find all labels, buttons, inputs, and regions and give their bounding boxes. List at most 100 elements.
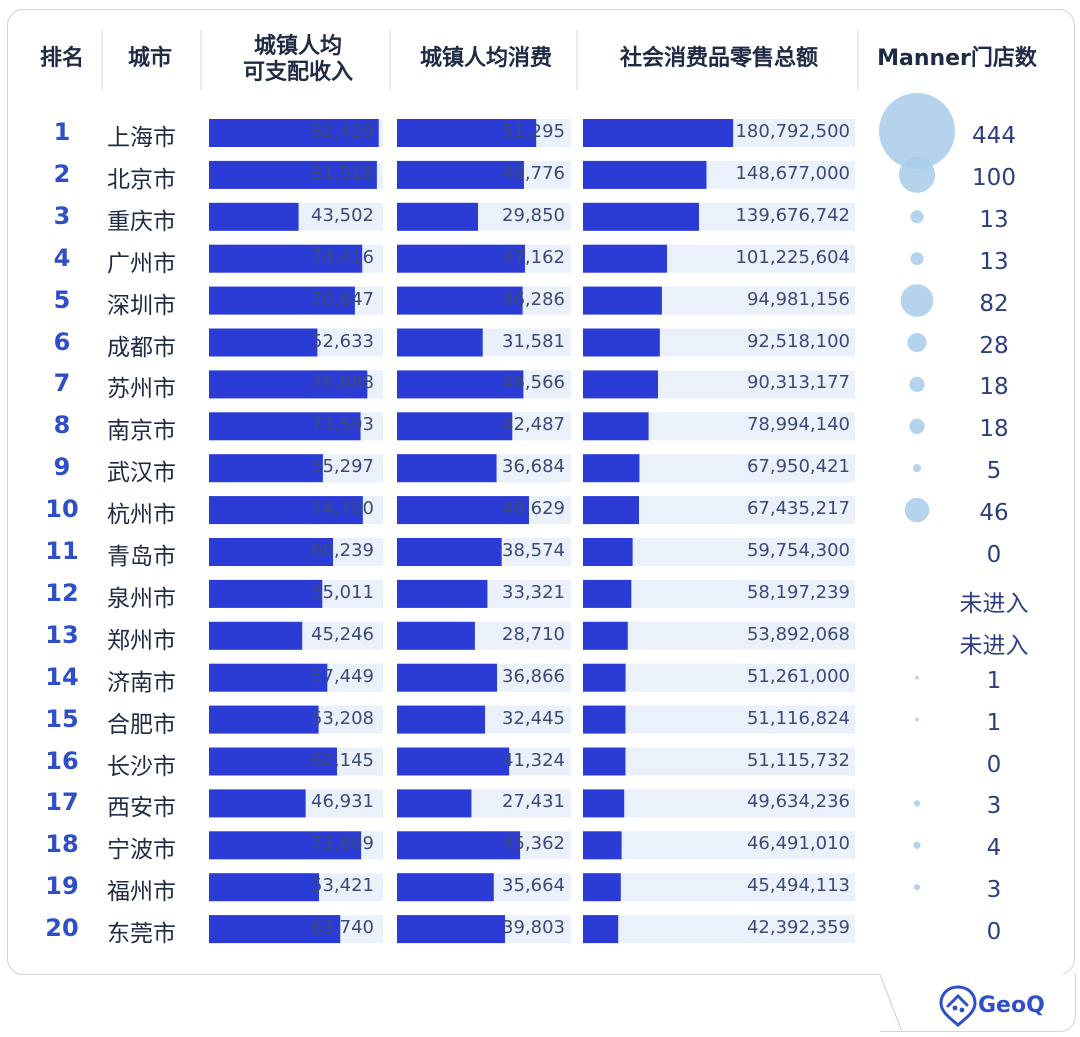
income-value-label: 55,297: [311, 456, 374, 478]
income-bar: [209, 705, 319, 734]
header-income-line2: 可支配收入: [242, 60, 353, 85]
city-label: 泉州市: [107, 585, 176, 612]
retail-value-label: 51,115,732: [746, 749, 850, 771]
income-value-label: 76,888: [311, 372, 374, 394]
retail-bar: [583, 160, 707, 189]
retail-bar: [583, 370, 659, 399]
retail-bar: [583, 328, 660, 357]
store-count-bubble: [909, 376, 925, 393]
city-label: 杭州市: [107, 502, 176, 529]
consumption-bar: [397, 663, 498, 692]
consumption-value-label: 39,803: [502, 917, 565, 939]
retail-track: [583, 621, 855, 650]
header-rank: 排名: [39, 46, 84, 71]
header-separators: [101, 30, 859, 90]
consumption-value-label: 27,431: [502, 791, 565, 813]
income-value-label: 70,847: [311, 288, 374, 310]
store-count-label: 4: [986, 835, 1002, 862]
retail-bar: [583, 119, 734, 147]
consumption-bar: [397, 202, 479, 231]
consumption-value-label: 47,162: [502, 246, 565, 268]
header-city: 城市: [127, 46, 172, 71]
city-label: 东莞市: [107, 921, 176, 948]
rank-label: 3: [53, 201, 71, 230]
consumption-value-label: 46,566: [502, 372, 565, 394]
store-count-bubble: [909, 418, 925, 434]
income-bar: [209, 119, 379, 147]
income-bar: [209, 160, 377, 189]
retail-bar: [583, 412, 649, 441]
income-value-label: 52,633: [311, 330, 374, 352]
store-count-label: 0: [986, 919, 1002, 946]
consumption-bar: [397, 789, 472, 818]
store-count-bubble: [898, 156, 936, 193]
rank-label: 8: [53, 411, 71, 440]
consumption-value-label: 36,684: [502, 456, 565, 478]
city-label: 上海市: [107, 125, 176, 151]
rank-label: 20: [45, 914, 79, 943]
income-value-label: 73,869: [311, 833, 374, 855]
retail-value-label: 45,494,113: [746, 875, 850, 897]
consumption-value-label: 31,581: [502, 330, 565, 352]
consumption-bar: [397, 496, 529, 525]
income-bar: [209, 831, 362, 860]
retail-bar: [583, 538, 633, 566]
store-count-label: 28: [979, 332, 1009, 359]
consumption-bar: [397, 412, 513, 441]
consumption-value-label: 28,710: [502, 623, 565, 645]
brand-name: GeoQ: [978, 993, 1045, 1018]
consumption-value-label: 32,445: [502, 707, 565, 729]
retail-value-label: 51,261,000: [746, 665, 850, 687]
city-label: 郑州市: [107, 627, 176, 654]
retail-value-label: 42,392,359: [746, 917, 850, 939]
retail-bar: [583, 202, 699, 231]
store-count-label: 82: [979, 290, 1009, 317]
rank-label: 13: [45, 620, 79, 649]
header-income-line1: 城镇人均: [253, 34, 342, 59]
city-label: 青岛市: [107, 544, 176, 570]
income-bar: [209, 370, 368, 399]
rank-label: 19: [45, 872, 79, 901]
header-retail: 社会消费品零售总额: [619, 46, 818, 71]
retail-value-label: 49,634,236: [746, 791, 850, 813]
header-stores: Manner门店数: [877, 46, 1037, 71]
city-label: 宁波市: [107, 837, 176, 864]
consumption-value-label: 45,362: [502, 833, 565, 855]
retail-bar: [583, 496, 640, 525]
income-bar: [209, 873, 320, 902]
retail-value-label: 92,518,100: [746, 330, 850, 352]
city-label: 武汉市: [107, 460, 176, 487]
store-count-label: 18: [979, 374, 1009, 401]
income-value-label: 74,700: [311, 498, 374, 520]
retail-value-label: 90,313,177: [746, 372, 850, 394]
store-count-label: 未进入: [959, 632, 1029, 659]
city-label: 南京市: [107, 418, 176, 445]
retail-value-label: 94,981,156: [746, 288, 850, 310]
city-label: 广州市: [107, 250, 176, 277]
store-count-label: 3: [986, 793, 1002, 820]
brand-tab-edge: [880, 974, 903, 1032]
retail-value-label: 51,116,824: [746, 707, 850, 729]
income-bar: [209, 747, 337, 776]
city-label: 北京市: [107, 166, 176, 193]
city-label: 深圳市: [107, 292, 176, 319]
store-count-label: 18: [979, 416, 1009, 443]
retail-value-label: 180,792,500: [735, 121, 850, 142]
consumption-value-label: 33,321: [502, 581, 565, 603]
rank-label: 12: [45, 578, 79, 607]
consumption-value-label: 38,574: [502, 540, 565, 561]
income-bar: [209, 789, 306, 818]
consumption-bar: [397, 454, 497, 483]
consumption-value-label: 41,324: [502, 749, 565, 771]
retail-value-label: 101,225,604: [735, 246, 850, 268]
retail-bar: [583, 915, 619, 944]
rank-label: 1: [53, 118, 71, 146]
retail-value-label: 139,676,742: [735, 204, 850, 226]
store-count-bubble: [915, 717, 919, 722]
income-bar: [209, 454, 323, 483]
city-label: 西安市: [107, 795, 176, 822]
brand-tab: [880, 974, 1076, 1032]
retail-value-label: 46,491,010: [746, 833, 850, 855]
income-value-label: 82,429: [311, 121, 374, 142]
city-label: 苏州市: [107, 376, 176, 403]
